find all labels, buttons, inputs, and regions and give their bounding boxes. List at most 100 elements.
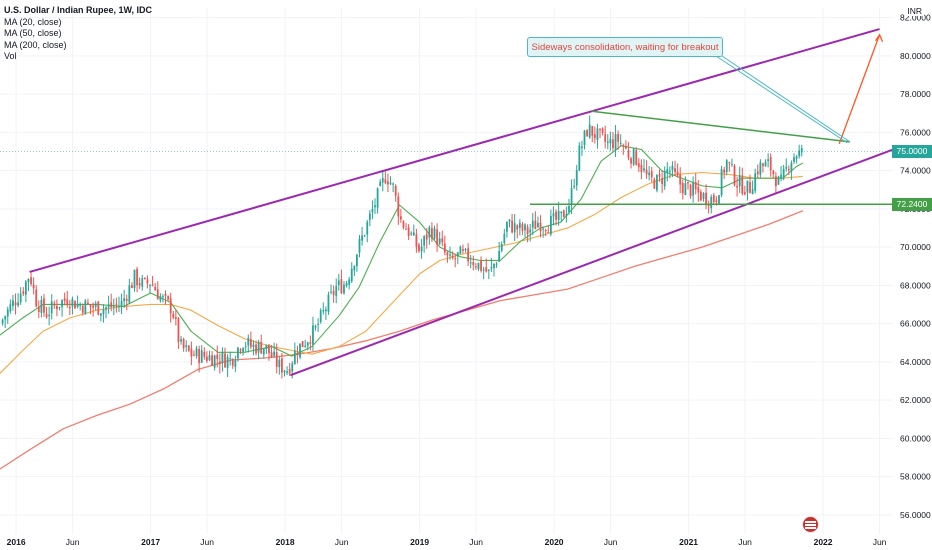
- candle-body: [772, 170, 775, 175]
- x-tick-label: Jun: [200, 537, 214, 547]
- vol-legend[interactable]: Vol: [4, 51, 17, 61]
- candle-body: [37, 306, 40, 312]
- candle-body: [234, 360, 237, 367]
- candle-body: [123, 298, 126, 302]
- callout-pointer-line: [721, 55, 851, 143]
- candle-body: [593, 134, 596, 139]
- candle-body: [562, 210, 565, 218]
- x-tick-label: 2018: [276, 537, 295, 547]
- candle-body: [174, 316, 177, 319]
- candle-body: [754, 173, 757, 191]
- candle-body: [286, 371, 288, 373]
- ma200-path: [0, 210, 804, 470]
- candle-body: [180, 339, 182, 342]
- candle-body: [374, 205, 376, 208]
- x-tick-label: Jun: [738, 537, 752, 547]
- candle-body: [684, 183, 687, 196]
- candle-body: [187, 345, 190, 351]
- candle-body: [66, 299, 69, 306]
- candle-body: [746, 180, 749, 193]
- ma200-legend[interactable]: MA (200, close): [4, 39, 67, 50]
- symbol-title[interactable]: U.S. Dollar / Indian Rupee, 1W, IDC: [4, 5, 153, 15]
- candle-body: [787, 168, 790, 171]
- ma50-path: [0, 171, 803, 374]
- candle-body: [547, 231, 550, 233]
- candle-body: [490, 266, 493, 269]
- candle-body: [203, 351, 206, 357]
- candle-body: [443, 243, 446, 253]
- candle-body: [22, 291, 25, 294]
- candle-body: [454, 258, 457, 260]
- us-flag-icon[interactable]: [802, 516, 819, 533]
- candle-body: [790, 162, 793, 172]
- candle-body: [668, 170, 671, 172]
- candle-body: [159, 296, 162, 301]
- candle-body: [112, 306, 115, 308]
- currency-label: INR: [905, 6, 924, 16]
- candle-body: [588, 124, 591, 138]
- candle-body: [511, 220, 513, 233]
- candle-body: [583, 130, 586, 145]
- candle-body: [681, 183, 684, 194]
- candle-body: [281, 358, 283, 373]
- candle-body: [436, 229, 438, 246]
- candle-body: [539, 222, 542, 232]
- price-axis-bg: [893, 0, 932, 550]
- y-tick-label: 82.0000: [900, 13, 931, 23]
- candle-body: [720, 169, 723, 196]
- candle-body: [405, 228, 407, 230]
- y-tick-label: 68.0000: [900, 280, 931, 290]
- candle-body: [226, 357, 229, 368]
- candle-body: [239, 349, 242, 351]
- time-axis[interactable]: 2016 Jun 2017 Jun 2018 Jun 2019 Jun 2020 Jun 2021 J…: [0, 534, 932, 550]
- candle-body: [712, 194, 715, 203]
- x-tick-label: Jun: [469, 537, 483, 547]
- ma20-legend[interactable]: MA (20, close): [4, 16, 62, 27]
- candle-body: [529, 229, 532, 233]
- candle-body: [255, 344, 257, 354]
- candle-body: [581, 146, 583, 148]
- candle-body: [99, 313, 102, 316]
- annotation-callout[interactable]: Sideways consolidation, waiting for brea…: [527, 37, 723, 57]
- candle-body: [356, 254, 358, 267]
- breakout-arrow-head: [875, 33, 884, 43]
- candle-body: [262, 348, 265, 355]
- candle-body: [697, 187, 700, 193]
- candle-body: [425, 234, 428, 240]
- candle-body: [782, 168, 785, 178]
- candle-body: [30, 277, 32, 285]
- candle-body: [415, 234, 418, 247]
- candle-body: [169, 298, 172, 314]
- candle-body: [270, 352, 273, 358]
- candle-body: [156, 289, 159, 300]
- candle-body: [361, 235, 363, 241]
- ma200-line: [0, 210, 804, 470]
- channel-upper-line: [29, 28, 880, 273]
- candle-body: [420, 246, 423, 252]
- candle-body: [348, 279, 351, 285]
- candle-body: [283, 370, 286, 373]
- x-tick-label: Jun: [604, 537, 618, 547]
- y-tick-label: 60.0000: [900, 433, 931, 443]
- candle-body: [614, 134, 617, 150]
- candle-body: [565, 213, 568, 216]
- candle-body: [477, 262, 480, 270]
- callout-pointer-line: [715, 55, 848, 144]
- candle-body: [94, 303, 97, 307]
- x-tick-label: 2016: [7, 537, 26, 547]
- candle-body: [715, 200, 718, 202]
- y-tick-label: 80.0000: [900, 51, 931, 61]
- candle-body: [260, 341, 263, 354]
- ma50-legend[interactable]: MA (50, close): [4, 28, 62, 38]
- candle-body: [371, 209, 374, 213]
- candle-body: [208, 355, 211, 361]
- candle-body: [130, 285, 133, 289]
- candle-body: [733, 165, 736, 185]
- candle-body: [472, 262, 475, 266]
- candle-body: [622, 145, 625, 147]
- candle-body: [185, 345, 188, 347]
- candle-body: [304, 345, 307, 347]
- price-axis[interactable]: 56.0000 58.0000 60.0000 62.0000 64.0000 66.00…: [893, 0, 932, 550]
- candle-body: [299, 343, 301, 358]
